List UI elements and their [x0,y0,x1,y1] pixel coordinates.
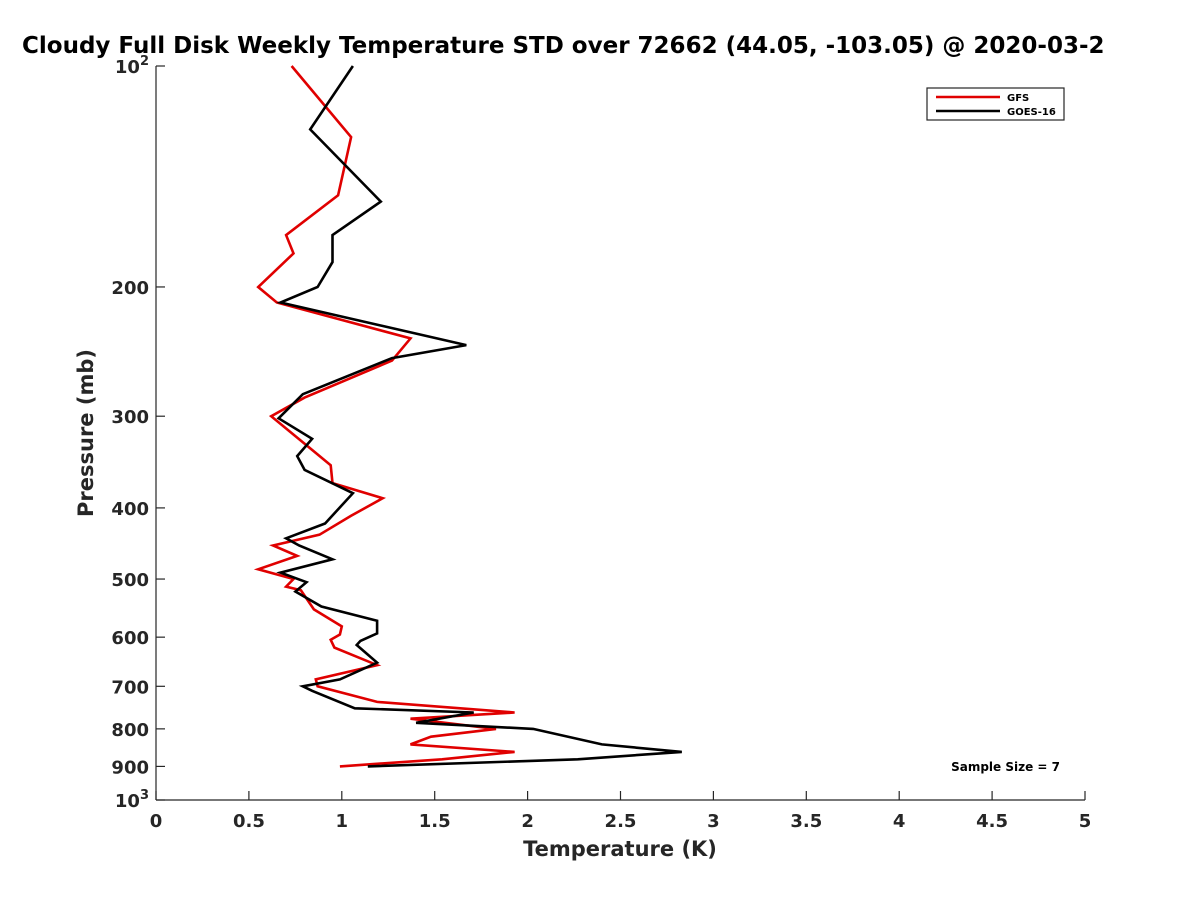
legend-label: GOES-16 [1007,107,1056,118]
x-axis-label: Temperature (K) [523,837,717,861]
legend: GFS GOES-16 [926,87,1065,121]
x-tick-label: 1 [336,811,349,832]
y-axis-label: Pressure (mb) [74,349,98,517]
x-tick-label: 3 [707,811,720,832]
y-tick-label: 400 [111,499,149,520]
sample-size-annotation: Sample Size = 7 [951,760,1060,774]
series-line-goes-16 [276,65,682,768]
x-tick-label: 5 [1079,811,1092,832]
x-tick-label: 4 [893,811,906,832]
x-tick-label: 4.5 [976,811,1008,832]
x-tick-label: 2.5 [605,811,637,832]
series-layer [253,65,682,768]
y-tick-label: 800 [111,720,149,741]
y-tick-label: 900 [111,757,149,778]
chart-title: Cloudy Full Disk Weekly Temperature STD … [22,33,1105,59]
y-tick-label: 102 [115,54,149,78]
legend-box [926,87,1065,121]
y-tick-label: 200 [111,278,149,299]
series-line-gfs [253,65,515,768]
x-tick-label: 3.5 [790,811,822,832]
y-tick-label: 300 [111,407,149,428]
x-tick-label: 0 [150,811,163,832]
y-tick-label: 500 [111,570,149,591]
x-tick-label: 1.5 [419,811,451,832]
y-tick-label: 103 [115,788,149,812]
y-tick-label: 700 [111,677,149,698]
legend-label: GFS [1007,93,1029,104]
axis-ticks: 0 0.5 1 1.5 2 2.5 3 3.5 4 4.5 5 102 200 300 400 500 600 7… [111,54,1091,832]
x-tick-label: 2 [521,811,534,832]
x-tick-label: 0.5 [233,811,265,832]
y-tick-label: 600 [111,628,149,649]
